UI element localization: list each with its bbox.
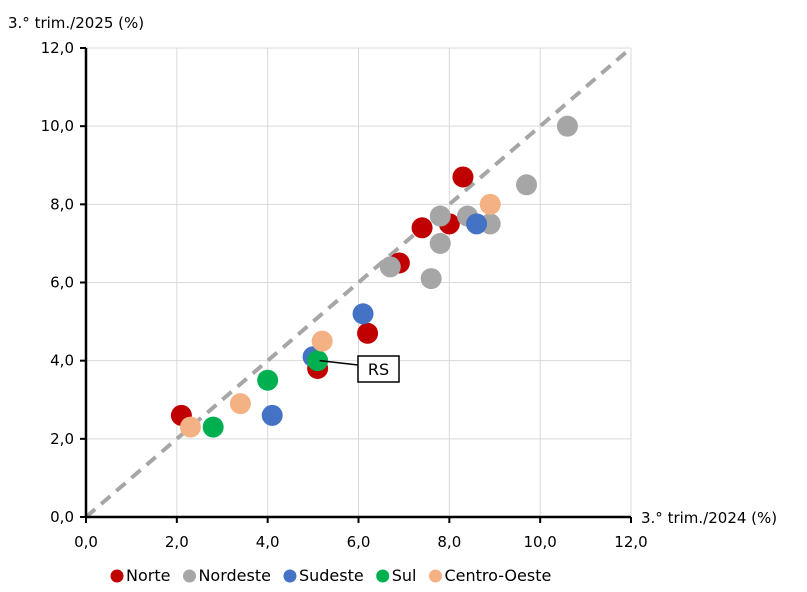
data-point-sul [257,369,279,391]
legend-label: Nordeste [198,566,271,585]
x-tick-label: 2,0 [165,533,189,551]
y-tick-labels: 0,0 2,0 4,0 6,0 8,0 10,0 12,0 [41,39,74,526]
data-point-norte [411,217,433,239]
legend-marker [376,569,390,583]
y-tick-label: 4,0 [50,352,74,370]
data-point-centro-oeste [179,416,201,438]
annotation-leader-line [319,359,359,366]
x-tick-label: 12,0 [614,533,647,551]
data-point-nordeste [516,174,538,196]
legend-marker [110,569,124,583]
y-tick-label: 0,0 [50,508,74,526]
y-tick-label: 6,0 [50,274,74,292]
y-tick-label: 10,0 [41,117,74,135]
x-tick-label: 10,0 [523,533,556,551]
data-point-nordeste [420,268,442,290]
annotation-label: RS [368,360,389,379]
x-tick-labels: 0,0 2,0 4,0 6,0 8,0 10,0 12,0 [74,533,648,551]
x-axis-label: 3.° trim./2024 (%) [641,509,777,527]
grid-lines [86,47,632,517]
data-point-centro-oeste [311,330,333,352]
x-tick-label: 4,0 [256,533,280,551]
legend-label: Sul [392,566,417,585]
data-point-sudeste [352,303,374,325]
data-point-norte [452,166,474,188]
data-point-nordeste [379,256,401,278]
axes [80,47,632,523]
legend: Norte Nordeste Sudeste Sul Centro-Oeste [110,566,551,585]
legend-label: Norte [126,566,170,585]
data-point-norte [357,322,379,344]
x-tick-label: 0,0 [74,533,98,551]
y-axis-label: 3.° trim./2025 (%) [8,14,144,32]
legend-label: Centro-Oeste [444,566,551,585]
annotation-box [357,355,400,383]
data-point-nordeste [429,205,451,227]
data-point-sul [307,350,329,372]
legend-marker [283,569,297,583]
data-point-centro-oeste [479,193,501,215]
legend-label: Sudeste [299,566,364,585]
legend-marker [428,569,442,583]
y-tick-label: 2,0 [50,430,74,448]
data-point-nordeste [556,115,578,137]
data-point-sudeste [261,404,283,426]
data-point-sudeste [466,213,488,235]
data-point-centro-oeste [229,393,251,415]
annotation: RS [319,355,400,383]
y-tick-label: 12,0 [41,39,74,57]
legend-marker [182,569,196,583]
x-tick-label: 6,0 [347,533,371,551]
y-tick-label: 8,0 [50,195,74,213]
data-points [170,115,578,438]
data-point-nordeste [429,232,451,254]
x-tick-label: 8,0 [437,533,461,551]
data-point-sul [202,416,224,438]
